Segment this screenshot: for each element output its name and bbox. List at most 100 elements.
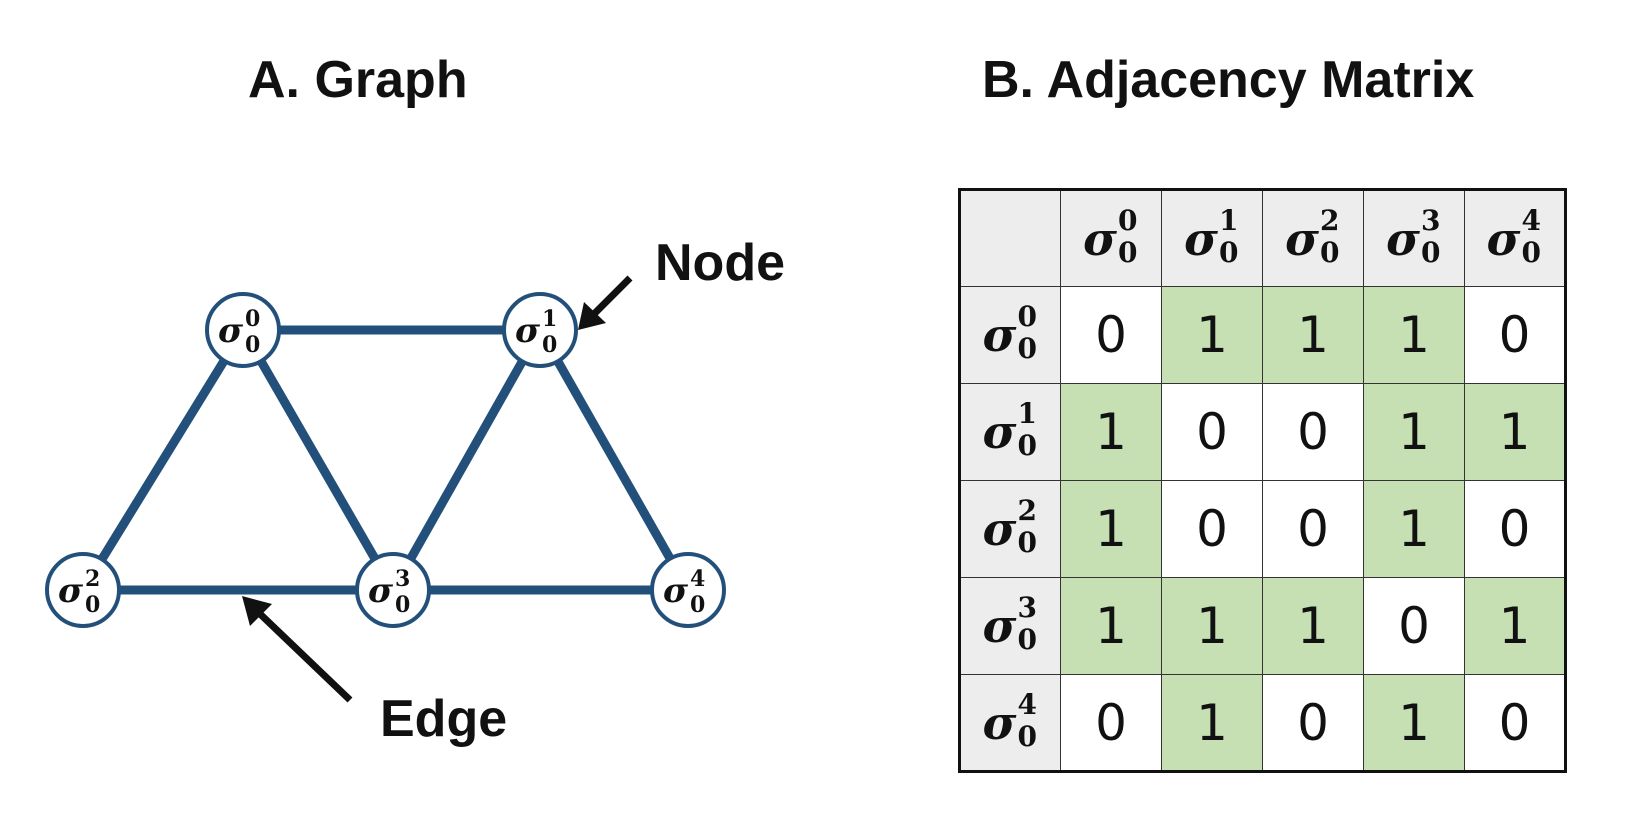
matrix-cell-value: 1 [1297,597,1329,655]
matrix-cell-4-1: 1 [1161,674,1263,772]
matrix-cell-value: 0 [1297,403,1329,461]
sigma-superscript: 0 [1117,203,1138,237]
node-symbol: σ [663,571,689,611]
node-superscript: 3 [395,566,410,592]
edge-arrowhead [242,596,272,626]
matrix-cell-3-2: 1 [1262,577,1364,675]
matrix-cell-value: 1 [1095,403,1127,461]
edge-n0-n2 [79,327,247,593]
matrix-title: B. Adjacency Matrix [982,51,1475,109]
node-subscript: 0 [542,332,557,358]
node-symbol: σ [58,571,84,611]
matrix-cell-value: 0 [1095,306,1127,364]
matrix-cell-4-0: 0 [1060,674,1162,772]
sigma-subscript: 0 [1017,332,1037,365]
matrix-cell-value: 1 [1398,500,1430,558]
matrix-cell-3-4: 1 [1464,577,1566,675]
matrix-cell-value: 1 [1398,693,1430,752]
sigma-superscript: 4 [1521,203,1541,237]
matrix-cell-1-4: 1 [1464,383,1566,481]
edge-annotation-label: Edge [380,690,507,748]
sigma-subscript: 0 [1017,429,1037,462]
node-circle [650,552,726,628]
node-symbol: σ [515,311,541,351]
sigma-subscript: 0 [1017,719,1037,753]
edge-n0-n3 [239,327,397,593]
edge-arrow [255,609,353,703]
node-n2: σ 20 [45,552,121,628]
matrix-cell-2-4: 0 [1464,480,1566,578]
edge-n1-n4 [536,327,692,593]
matrix-cell-0-3: 1 [1363,286,1465,384]
node-superscript: 2 [85,566,100,592]
matrix-cell-value: 1 [1498,403,1531,461]
sigma-superscript: 2 [1319,203,1340,237]
graph-title: A. Graph [248,51,468,109]
matrix-cell-2-0: 1 [1060,480,1162,578]
node-subscript: 0 [245,332,260,358]
matrix-cell-1-0: 1 [1060,383,1162,481]
matrix-cell-value: 1 [1196,693,1228,752]
matrix-cell-0-1: 1 [1161,286,1263,384]
matrix-cell-2-2: 0 [1262,480,1364,578]
sigma-superscript: 0 [1017,300,1037,333]
sigma-subscript: 0 [1319,235,1340,269]
matrix-cell-value: 1 [1196,306,1228,364]
sigma-superscript: 2 [1017,494,1037,527]
node-superscript: 0 [245,306,260,332]
node-arrow [589,275,633,319]
matrix-corner-cell [959,189,1061,287]
matrix-cell-value: 1 [1398,306,1430,364]
node-subscript: 0 [85,592,100,618]
matrix-cell-0-4: 0 [1464,286,1566,384]
matrix-cell-value: 0 [1498,500,1531,558]
matrix-cell-value: 0 [1297,693,1329,752]
node-circle [502,292,578,368]
matrix-cell-value: 1 [1498,597,1531,655]
matrix-cell-3-3: 0 [1363,577,1465,675]
node-annotation-label: Node [655,234,785,292]
sigma-subscript: 0 [1017,623,1037,656]
sigma-superscript: 4 [1017,687,1037,721]
matrix-cell-value: 0 [1498,306,1531,364]
matrix-cell-value: 0 [1196,403,1228,461]
matrix-cell-0-2: 1 [1262,286,1364,384]
matrix-cell-value: 0 [1095,693,1127,752]
node-circle [205,292,281,368]
matrix-cell-1-1: 0 [1161,383,1263,481]
matrix-cell-3-0: 1 [1060,577,1162,675]
node-superscript: 4 [690,566,705,592]
matrix-cell-1-2: 0 [1262,383,1364,481]
node-symbol: σ [218,311,244,351]
node-superscript: 1 [542,306,557,332]
matrix-cell-value: 1 [1196,597,1228,655]
matrix-cell-value: 0 [1498,693,1531,752]
annotation-arrows [242,275,633,703]
nodes-layer: σ 00 σ 10σ 20 σ 30 σ 40 [45,292,726,628]
matrix-cell-2-3: 1 [1363,480,1465,578]
sigma-superscript: 1 [1218,203,1239,237]
